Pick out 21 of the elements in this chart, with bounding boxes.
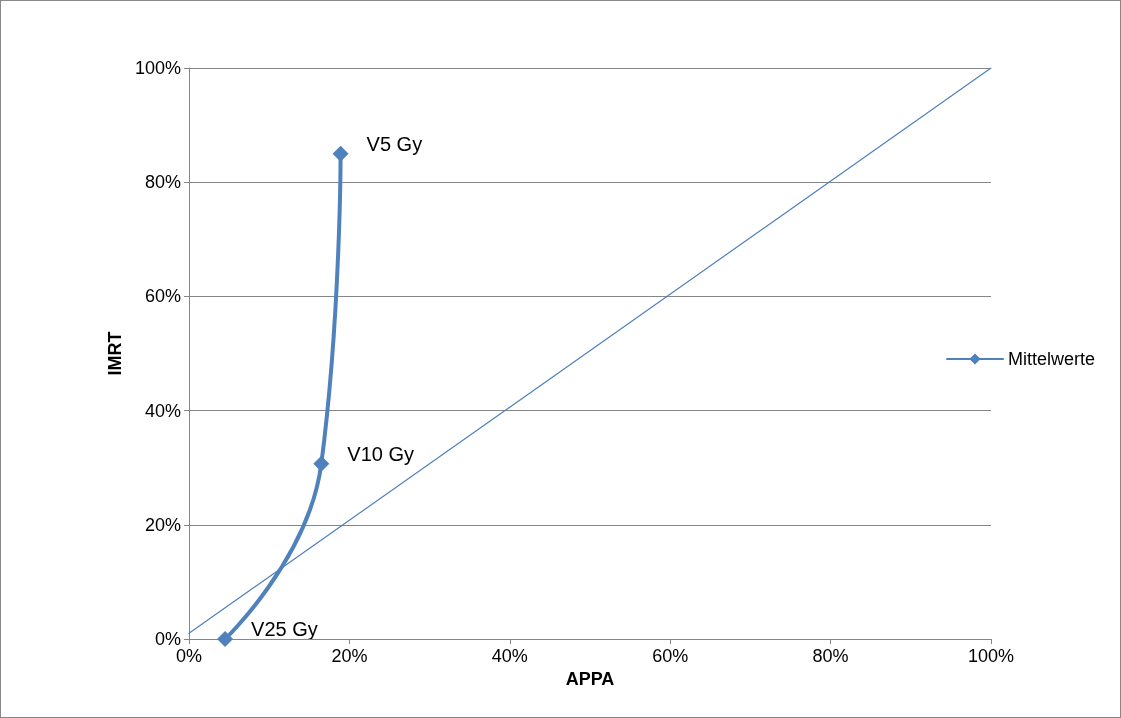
y-tick-label: 60% bbox=[144, 286, 181, 307]
y-tick-label: 80% bbox=[144, 172, 181, 193]
y-tick-label: 0% bbox=[154, 629, 181, 649]
annotation: V10 Gy bbox=[347, 442, 415, 465]
legend-label: Mittelwerte bbox=[1007, 349, 1096, 369]
y-tick-label: 100% bbox=[134, 58, 181, 78]
point bbox=[313, 455, 330, 472]
x-tick-label: 20% bbox=[331, 646, 368, 666]
annotation: V5 Gy bbox=[366, 132, 423, 155]
x-tick-label: 40% bbox=[491, 646, 528, 666]
x-axis-title: APPA bbox=[565, 668, 615, 689]
y-tick-label: 20% bbox=[144, 514, 181, 535]
x-tick-label: 60% bbox=[652, 646, 689, 666]
point bbox=[217, 631, 234, 647]
y-axis-title: IMRT bbox=[105, 331, 126, 376]
point bbox=[332, 145, 349, 162]
x-tick-label: 100% bbox=[967, 646, 1015, 666]
annotation: V25 Gy bbox=[251, 618, 318, 640]
x-tick-label: 0% bbox=[175, 646, 203, 666]
y-tick-label: 40% bbox=[144, 400, 181, 421]
x-tick-label: 80% bbox=[812, 646, 849, 666]
